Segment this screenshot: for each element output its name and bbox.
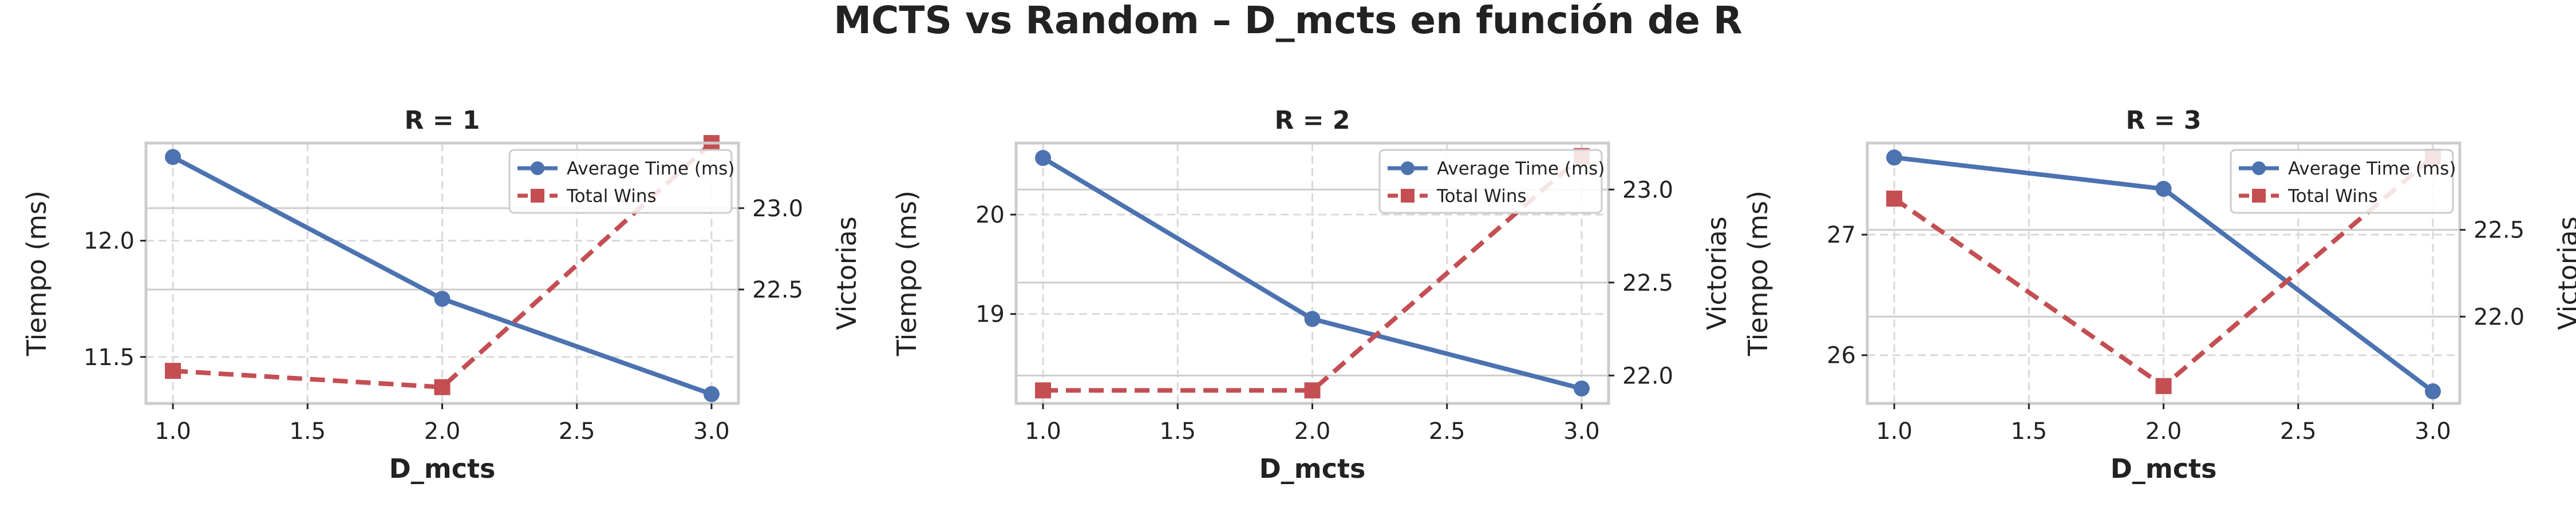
panels: 1.0 1.5 2.0 2.5 3.0 11.5 12.0 22.5 23.0 R = 1 D_mc… bbox=[21, 106, 2576, 484]
data-point-average-time bbox=[165, 149, 181, 165]
y-axis-label: Tiempo (ms) bbox=[21, 191, 52, 356]
series-line-total-wins bbox=[172, 141, 713, 390]
x-tick-label: 2.5 bbox=[2280, 418, 2317, 445]
y2-axis-label: Victorias bbox=[831, 216, 862, 330]
y2-tick-label: 22.5 bbox=[1622, 270, 1673, 296]
legend-box bbox=[508, 149, 733, 214]
y-axis-label: Tiempo (ms) bbox=[1743, 191, 1773, 356]
x-tick-label: 3.0 bbox=[693, 418, 730, 445]
legend-marker-circle bbox=[2252, 161, 2266, 175]
data-point-average-time bbox=[703, 386, 720, 402]
legend-label: Average Time (ms) bbox=[2288, 159, 2456, 179]
legend-marker-circle bbox=[1401, 161, 1415, 175]
y2-tick-label: 23.0 bbox=[752, 196, 803, 222]
legend-label: Average Time (ms) bbox=[567, 159, 734, 179]
x-tick-label: 2.0 bbox=[2146, 418, 2182, 445]
x-tick-label: 1.5 bbox=[289, 418, 326, 445]
legend-box bbox=[1378, 149, 1603, 214]
y2-axis-label: Victorias bbox=[2553, 216, 2576, 330]
legend-label: Total Wins bbox=[566, 186, 657, 207]
data-point-average-time bbox=[1035, 150, 1052, 167]
panel-title: R = 2 bbox=[1275, 106, 1350, 135]
legend: Average Time (ms) Total Wins bbox=[508, 149, 734, 214]
panel-title: R = 3 bbox=[2126, 106, 2202, 135]
legend-label: Total Wins bbox=[2287, 186, 2378, 207]
x-tick-label: 3.0 bbox=[1563, 418, 1600, 445]
y2-tick-label: 22.5 bbox=[2474, 217, 2524, 244]
chart-panel-3: 1.0 1.5 2.0 2.5 3.0 26 27 22.0 22.5 R = 3 D_mcts Ti… bbox=[1743, 106, 2576, 484]
data-point-average-time bbox=[2155, 181, 2172, 197]
y-tick-label: 20 bbox=[975, 202, 1005, 228]
data-point-total-wins bbox=[1035, 382, 1052, 399]
x-tick-label: 1.0 bbox=[1025, 418, 1061, 445]
chart-panel-2: 1.0 1.5 2.0 2.5 3.0 19 20 22.0 22.5 23.0 R = 2 D_mc… bbox=[891, 106, 1732, 484]
data-point-average-time bbox=[2424, 383, 2441, 399]
data-point-total-wins bbox=[1304, 382, 1321, 399]
legend-label: Total Wins bbox=[1436, 186, 1527, 207]
y2-tick-label: 22.0 bbox=[2474, 304, 2524, 330]
y-axis-label: Tiempo (ms) bbox=[891, 191, 922, 356]
data-point-average-time bbox=[434, 291, 451, 307]
data-point-total-wins bbox=[434, 379, 451, 395]
x-tick-label: 2.0 bbox=[424, 418, 461, 445]
x-tick-label: 1.5 bbox=[2010, 418, 2047, 445]
legend-box bbox=[2230, 149, 2454, 214]
legend-marker-square bbox=[531, 189, 544, 203]
y2-tick-label: 23.0 bbox=[1622, 177, 1673, 203]
legend-marker-square bbox=[2252, 189, 2266, 203]
data-point-average-time bbox=[1886, 149, 1903, 166]
x-tick-label: 2.5 bbox=[559, 418, 595, 445]
data-point-total-wins bbox=[1886, 191, 1903, 207]
x-tick-label: 3.0 bbox=[2415, 418, 2451, 445]
data-point-average-time bbox=[1304, 311, 1321, 327]
x-tick-label: 2.0 bbox=[1294, 418, 1331, 445]
x-tick-label: 1.5 bbox=[1159, 418, 1196, 445]
figure-title: MCTS vs Random – D_mcts en función de R bbox=[833, 0, 1742, 42]
x-tick-label: 1.0 bbox=[1876, 418, 1913, 445]
x-axis-label: D_mcts bbox=[1259, 453, 1366, 484]
legend-marker-circle bbox=[531, 161, 544, 175]
y2-tick-label: 22.0 bbox=[1622, 363, 1673, 389]
y-tick-label: 12.0 bbox=[84, 228, 135, 255]
y2-tick-label: 22.5 bbox=[752, 277, 803, 303]
panel-title: R = 1 bbox=[405, 106, 480, 135]
data-point-average-time bbox=[1573, 380, 1590, 397]
x-tick-label: 1.0 bbox=[155, 418, 191, 445]
x-axis-label: D_mcts bbox=[2111, 453, 2217, 484]
y-tick-label: 19 bbox=[975, 302, 1005, 328]
legend: Average Time (ms) Total Wins bbox=[1378, 149, 1605, 214]
y-tick-label: 11.5 bbox=[84, 344, 135, 371]
data-point-total-wins bbox=[165, 363, 181, 379]
legend: Average Time (ms) Total Wins bbox=[2230, 149, 2456, 214]
chart-panel-1: 1.0 1.5 2.0 2.5 3.0 11.5 12.0 22.5 23.0 R = 1 D_mc… bbox=[21, 106, 862, 484]
legend-marker-square bbox=[1401, 189, 1415, 203]
y2-axis-label: Victorias bbox=[1701, 216, 1732, 330]
x-tick-label: 2.5 bbox=[1429, 418, 1465, 445]
x-axis-label: D_mcts bbox=[389, 453, 496, 484]
legend-label: Average Time (ms) bbox=[1437, 159, 1605, 179]
y-tick-label: 27 bbox=[1827, 222, 1856, 248]
y-tick-label: 26 bbox=[1827, 343, 1856, 369]
series-line-total-wins bbox=[1043, 154, 1583, 393]
data-point-total-wins bbox=[2155, 378, 2172, 394]
